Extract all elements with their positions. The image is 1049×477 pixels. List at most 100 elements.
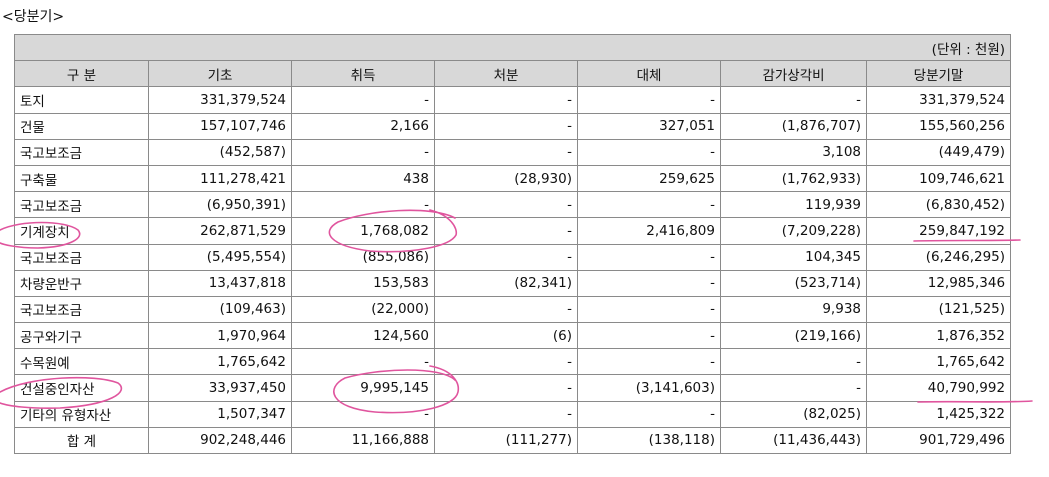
cell-category: 국고보조금 — [14, 138, 149, 166]
cell-opening: 111,278,421 — [148, 164, 292, 193]
cell-depreciation: - — [720, 374, 867, 402]
cell-acquisition: - — [291, 86, 435, 114]
col-header-acquisition: 취득 — [291, 60, 435, 88]
cell-category: 기타의 유형자산 — [14, 400, 149, 428]
cell-transfer: - — [577, 269, 721, 297]
cell-closing: 259,847,192 — [865, 217, 1012, 245]
cell-opening: 13,437,818 — [148, 269, 292, 297]
cell-acquisition: 153,583 — [291, 269, 435, 297]
cell-closing: 109,746,621 — [865, 164, 1012, 193]
cell-category: 공구와기구 — [14, 322, 149, 350]
cell-opening: (6,950,391) — [148, 191, 292, 219]
cell-depreciation: 9,938 — [720, 295, 867, 324]
cell-depreciation: 3,108 — [720, 138, 867, 166]
cell-opening: 1,507,347 — [148, 400, 292, 428]
cell-depreciation: 119,939 — [720, 191, 867, 219]
cell-transfer: - — [577, 295, 721, 324]
cell-transfer: - — [577, 348, 721, 376]
col-header-transfer: 대체 — [577, 60, 721, 88]
cell-depreciation: (1,762,933) — [720, 164, 867, 193]
unit-label: (단위 : 천원) — [13, 33, 1012, 62]
cell-category: 건설중인자산 — [14, 374, 149, 402]
cell-transfer: 2,416,809 — [577, 217, 721, 245]
cell-transfer: - — [577, 243, 721, 271]
cell-disposal: - — [434, 348, 578, 376]
total-row: 합 계 902,248,446 11,166,888 (111,277) (138,11… — [14, 426, 1012, 455]
cell-category: 국고보조금 — [14, 243, 149, 271]
cell-closing: 40,790,992 — [865, 374, 1012, 402]
table-row: 기타의 유형자산 1,507,347- - - (82,025) 1,425,322 — [14, 400, 1012, 428]
cell-acquisition: - — [291, 348, 435, 376]
cell-acquisition: 438 — [291, 164, 435, 193]
cell-acquisition: 124,560 — [291, 322, 435, 350]
cell-opening: 902,248,446 — [148, 426, 292, 455]
table-row: 토지 331,379,524- - - -331,379,524 — [14, 86, 1012, 114]
cell-opening: 1,765,642 — [148, 348, 292, 376]
cell-category: 국고보조금 — [14, 295, 149, 324]
cell-disposal: (111,277) — [434, 426, 578, 455]
cell-category: 합 계 — [14, 426, 149, 455]
table-row: 수목원예 1,765,642- - - -1,765,642 — [14, 348, 1012, 376]
table-row: 국고보조금 (452,587) - - -3,108 (449,479) — [14, 138, 1012, 166]
cell-category: 구축물 — [14, 164, 149, 193]
table-row: 국고보조금 (6,950,391) - - -119,939 (6,830,452) — [14, 191, 1012, 219]
cell-category: 수목원예 — [14, 348, 149, 376]
col-header-closing: 당분기말 — [865, 60, 1012, 88]
cell-disposal: (82,341) — [434, 269, 578, 297]
cell-acquisition: 11,166,888 — [291, 426, 435, 455]
cell-opening: (109,463) — [148, 295, 292, 324]
cell-closing: 155,560,256 — [865, 112, 1012, 140]
cell-acquisition: (855,086) — [291, 243, 435, 271]
table-row: 건설중인자산 33,937,450 9,995,145- (3,141,603) -40… — [14, 374, 1012, 402]
col-header-opening: 기초 — [148, 60, 292, 88]
cell-disposal: (6) — [434, 322, 578, 350]
header-row: 구 분 기초 취득 처분 대체 감가상각비 당분기말 — [14, 60, 1012, 88]
cell-transfer: - — [577, 400, 721, 428]
table-row: 국고보조금 (5,495,554) (855,086) - -104,345 (6,246… — [14, 243, 1012, 271]
cell-depreciation: 104,345 — [720, 243, 867, 271]
cell-acquisition: 9,995,145 — [291, 374, 435, 402]
cell-closing: (121,525) — [865, 295, 1012, 324]
cell-depreciation: (219,166) — [720, 322, 867, 350]
cell-closing: 1,765,642 — [865, 348, 1012, 376]
cell-opening: 1,970,964 — [148, 322, 292, 350]
cell-category: 국고보조금 — [14, 191, 149, 219]
cell-disposal: - — [434, 295, 578, 324]
cell-disposal: - — [434, 374, 578, 402]
cell-transfer: - — [577, 191, 721, 219]
cell-depreciation: (11,436,443) — [720, 426, 867, 455]
cell-opening: 157,107,746 — [148, 112, 292, 140]
cell-category: 차량운반구 — [14, 269, 149, 297]
table-row: 구축물 111,278,421 438 (28,930) 259,625 (1,762,9… — [14, 164, 1012, 193]
cell-disposal: (28,930) — [434, 164, 578, 193]
cell-opening: (452,587) — [148, 138, 292, 166]
cell-transfer: - — [577, 86, 721, 114]
cell-category: 기계장치 — [14, 217, 149, 245]
cell-closing: (449,479) — [865, 138, 1012, 166]
cell-category: 건물 — [14, 112, 149, 140]
cell-depreciation: - — [720, 348, 867, 376]
cell-depreciation: (7,209,228) — [720, 217, 867, 245]
cell-closing: 1,876,352 — [865, 322, 1012, 350]
cell-depreciation: (1,876,707) — [720, 112, 867, 140]
cell-opening: 262,871,529 — [148, 217, 292, 245]
col-header-depreciation: 감가상각비 — [720, 60, 867, 88]
cell-transfer: (3,141,603) — [577, 374, 721, 402]
cell-acquisition: 1,768,082 — [291, 217, 435, 245]
cell-disposal: - — [434, 400, 578, 428]
cell-opening: (5,495,554) — [148, 243, 292, 271]
col-header-category: 구 분 — [14, 60, 149, 88]
table-row: 기계장치 262,871,529 1,768,082-2,416,809 (7,209… — [14, 217, 1012, 245]
table-row: 차량운반구 13,437,818 153,583 (82,341) - (523,714)… — [14, 269, 1012, 297]
period-label: <당분기> — [2, 9, 65, 25]
cell-transfer: - — [577, 138, 721, 166]
ppe-movement-table: (단위 : 천원) 구 분 기초 취득 처분 대체 감가상각비 당분기말 토지 3… — [13, 33, 1012, 455]
cell-opening: 331,379,524 — [148, 86, 292, 114]
cell-disposal: - — [434, 138, 578, 166]
unit-row: (단위 : 천원) — [13, 33, 1012, 62]
table-row: 건물 157,107,746 2,166-327,051 (1,876,707) 155… — [14, 112, 1012, 140]
cell-acquisition: - — [291, 400, 435, 428]
cell-closing: (6,246,295) — [865, 243, 1012, 271]
cell-closing: 12,985,346 — [865, 269, 1012, 297]
cell-acquisition: (22,000) — [291, 295, 435, 324]
